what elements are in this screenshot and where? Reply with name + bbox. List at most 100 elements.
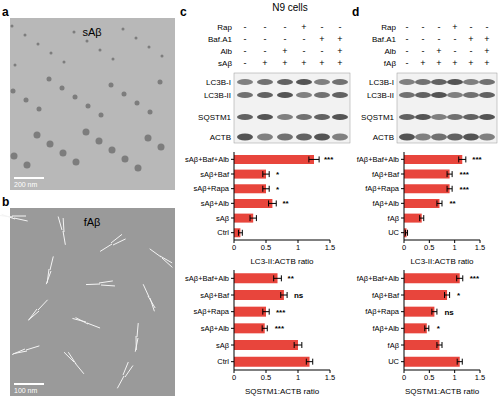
svg-text:-: -	[454, 46, 457, 56]
svg-text:-: -	[264, 22, 267, 32]
svg-text:-: -	[244, 58, 247, 68]
svg-text:b: b	[8, 195, 9, 209]
svg-text:**: **	[288, 274, 295, 283]
svg-text:+: +	[319, 58, 324, 68]
svg-text:0.5: 0.5	[261, 373, 271, 382]
svg-text:0.5: 0.5	[261, 243, 271, 252]
svg-text:-: -	[284, 22, 287, 32]
svg-text:sAβ+Baf: sAβ+Baf	[200, 291, 230, 300]
svg-text:*: *	[276, 185, 280, 194]
svg-text:***: ***	[324, 155, 334, 164]
svg-text:d: d	[352, 5, 359, 19]
svg-text:sAβ+Alb: sAβ+Alb	[201, 324, 229, 333]
svg-text:-: -	[438, 34, 441, 44]
svg-text:0.5: 0.5	[424, 373, 434, 382]
svg-text:Rap: Rap	[381, 23, 396, 32]
svg-text:+: +	[436, 46, 441, 56]
svg-text:-: -	[470, 46, 473, 56]
svg-text:+: +	[337, 58, 342, 68]
svg-text:1: 1	[453, 373, 457, 382]
svg-text:***: ***	[460, 185, 470, 194]
svg-text:Ctrl: Ctrl	[217, 228, 229, 237]
svg-text:-: -	[303, 46, 306, 56]
svg-text:-: -	[422, 22, 425, 32]
svg-text:SQSTM1:ACTB ratio: SQSTM1:ACTB ratio	[405, 387, 480, 396]
svg-text:fAβ+Baf+Alb: fAβ+Baf+Alb	[357, 274, 399, 283]
svg-text:0.5: 0.5	[424, 243, 434, 252]
svg-text:-: -	[284, 34, 287, 44]
svg-text:fAβ+Rapa: fAβ+Rapa	[365, 307, 400, 316]
svg-text:+: +	[262, 58, 267, 68]
svg-text:c: c	[180, 5, 187, 19]
svg-text:***: ***	[275, 324, 285, 333]
svg-text:-: -	[264, 46, 267, 56]
svg-text:LC3B-II: LC3B-II	[367, 91, 394, 100]
svg-text:UC: UC	[388, 357, 399, 366]
svg-text:fAβ+Baf+Alb: fAβ+Baf+Alb	[357, 155, 399, 164]
svg-text:-: -	[406, 22, 409, 32]
svg-text:sAβ+Baf: sAβ+Baf	[200, 170, 230, 179]
svg-text:sAβ: sAβ	[82, 26, 101, 38]
svg-text:sAβ+Baf+Alb: sAβ+Baf+Alb	[185, 274, 229, 283]
svg-text:fAβ: fAβ	[388, 341, 400, 350]
svg-text:*: *	[457, 291, 461, 300]
svg-text:0: 0	[232, 243, 236, 252]
svg-text:+: +	[452, 58, 457, 68]
svg-text:+: +	[301, 22, 306, 32]
svg-text:0: 0	[402, 373, 406, 382]
svg-text:LC3B-I: LC3B-I	[206, 78, 231, 87]
svg-text:sAβ: sAβ	[216, 214, 230, 223]
svg-text:-: -	[422, 46, 425, 56]
svg-text:N9 cells: N9 cells	[272, 2, 308, 13]
svg-text:Rap: Rap	[217, 23, 232, 32]
svg-text:SQSTM1: SQSTM1	[361, 113, 394, 122]
svg-text:sAβ+Baf+Alb: sAβ+Baf+Alb	[185, 155, 229, 164]
svg-text:fAβ+Baf: fAβ+Baf	[372, 291, 400, 300]
svg-text:1: 1	[453, 243, 457, 252]
svg-text:-: -	[339, 22, 342, 32]
svg-text:fAβ+Alb: fAβ+Alb	[372, 199, 399, 208]
svg-text:-: -	[303, 34, 306, 44]
svg-text:-: -	[321, 46, 324, 56]
svg-text:-: -	[406, 46, 409, 56]
svg-text:***: ***	[472, 155, 482, 164]
svg-text:1: 1	[296, 373, 300, 382]
svg-text:Baf.A1: Baf.A1	[208, 35, 233, 44]
svg-text:**: **	[449, 199, 456, 208]
svg-text:0: 0	[232, 373, 236, 382]
svg-text:+: +	[484, 58, 489, 68]
svg-text:SQSTM1:ACTB ratio: SQSTM1:ACTB ratio	[245, 387, 320, 396]
svg-text:1.5: 1.5	[475, 373, 485, 382]
svg-text:sAβ+Alb: sAβ+Alb	[201, 199, 229, 208]
svg-text:-: -	[470, 22, 473, 32]
svg-text:Alb: Alb	[384, 47, 396, 56]
svg-text:-: -	[454, 34, 457, 44]
svg-text:1.5: 1.5	[325, 243, 335, 252]
svg-text:ACTB: ACTB	[210, 133, 231, 142]
svg-text:fAβ: fAβ	[388, 214, 400, 223]
svg-text:-: -	[422, 34, 425, 44]
svg-text:+: +	[337, 34, 342, 44]
svg-text:fAβ+Alb: fAβ+Alb	[372, 324, 399, 333]
svg-text:+: +	[452, 22, 457, 32]
svg-text:+: +	[420, 58, 425, 68]
svg-text:1.5: 1.5	[325, 373, 335, 382]
svg-text:Alb: Alb	[220, 47, 232, 56]
svg-text:*: *	[276, 170, 280, 179]
svg-text:-: -	[321, 22, 324, 32]
svg-text:-: -	[406, 58, 409, 68]
svg-text:1: 1	[296, 243, 300, 252]
svg-text:***: ***	[470, 274, 480, 283]
svg-text:ACTB: ACTB	[373, 133, 394, 142]
svg-text:-: -	[244, 46, 247, 56]
svg-text:+: +	[337, 46, 342, 56]
svg-text:LC3-II:ACTB ratio: LC3-II:ACTB ratio	[250, 257, 314, 266]
svg-text:+: +	[468, 58, 473, 68]
svg-text:+: +	[301, 58, 306, 68]
svg-text:+: +	[484, 46, 489, 56]
svg-text:+: +	[282, 46, 287, 56]
svg-text:-: -	[438, 22, 441, 32]
svg-text:-: -	[486, 22, 489, 32]
svg-text:sAβ: sAβ	[216, 341, 230, 350]
svg-text:-: -	[406, 34, 409, 44]
